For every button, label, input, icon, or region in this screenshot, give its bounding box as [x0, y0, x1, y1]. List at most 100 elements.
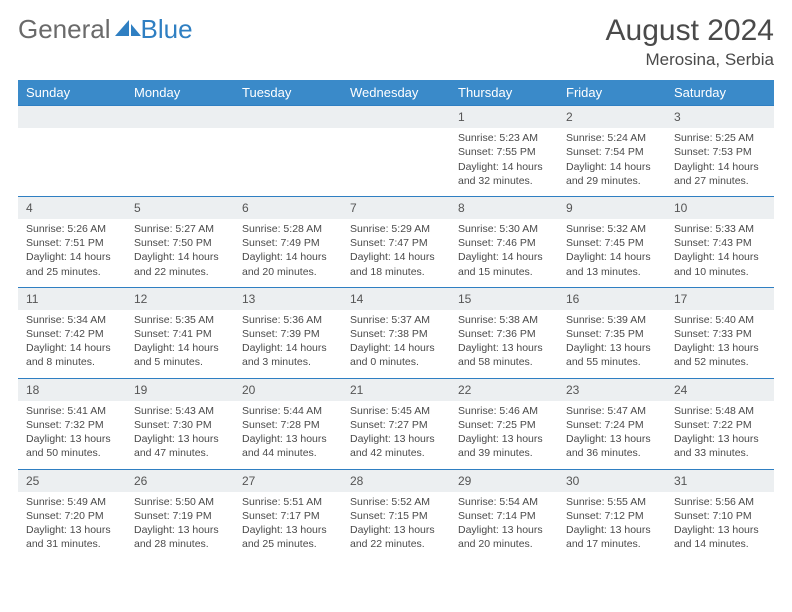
day-number	[18, 105, 126, 128]
day-number: 16	[558, 287, 666, 310]
day-body	[234, 128, 342, 176]
day-body: Sunrise: 5:33 AMSunset: 7:43 PMDaylight:…	[666, 219, 774, 287]
day-number: 1	[450, 105, 558, 128]
calendar-cell: 2Sunrise: 5:24 AMSunset: 7:54 PMDaylight…	[558, 105, 666, 196]
calendar-cell: 8Sunrise: 5:30 AMSunset: 7:46 PMDaylight…	[450, 196, 558, 287]
day-number: 22	[450, 378, 558, 401]
sunset-line: Sunset: 7:49 PM	[242, 236, 334, 250]
sunset-line: Sunset: 7:41 PM	[134, 327, 226, 341]
daylight-line: Daylight: 14 hours and 15 minutes.	[458, 250, 550, 278]
day-number: 12	[126, 287, 234, 310]
day-body: Sunrise: 5:55 AMSunset: 7:12 PMDaylight:…	[558, 492, 666, 560]
day-body: Sunrise: 5:49 AMSunset: 7:20 PMDaylight:…	[18, 492, 126, 560]
daylight-line: Daylight: 14 hours and 18 minutes.	[350, 250, 442, 278]
sunrise-line: Sunrise: 5:26 AM	[26, 222, 118, 236]
calendar-week-row: 18Sunrise: 5:41 AMSunset: 7:32 PMDayligh…	[18, 378, 774, 469]
sunrise-line: Sunrise: 5:48 AM	[674, 404, 766, 418]
sunrise-line: Sunrise: 5:28 AM	[242, 222, 334, 236]
daylight-line: Daylight: 14 hours and 27 minutes.	[674, 160, 766, 188]
daylight-line: Daylight: 13 hours and 58 minutes.	[458, 341, 550, 369]
sunrise-line: Sunrise: 5:43 AM	[134, 404, 226, 418]
day-number: 30	[558, 469, 666, 492]
daylight-line: Daylight: 13 hours and 50 minutes.	[26, 432, 118, 460]
sunrise-line: Sunrise: 5:38 AM	[458, 313, 550, 327]
calendar-cell: 6Sunrise: 5:28 AMSunset: 7:49 PMDaylight…	[234, 196, 342, 287]
day-body: Sunrise: 5:32 AMSunset: 7:45 PMDaylight:…	[558, 219, 666, 287]
daylight-line: Daylight: 13 hours and 52 minutes.	[674, 341, 766, 369]
daylight-line: Daylight: 14 hours and 0 minutes.	[350, 341, 442, 369]
sunset-line: Sunset: 7:54 PM	[566, 145, 658, 159]
calendar-cell: 29Sunrise: 5:54 AMSunset: 7:14 PMDayligh…	[450, 469, 558, 560]
day-number: 11	[18, 287, 126, 310]
daylight-line: Daylight: 13 hours and 36 minutes.	[566, 432, 658, 460]
day-body: Sunrise: 5:36 AMSunset: 7:39 PMDaylight:…	[234, 310, 342, 378]
day-body: Sunrise: 5:34 AMSunset: 7:42 PMDaylight:…	[18, 310, 126, 378]
sunset-line: Sunset: 7:25 PM	[458, 418, 550, 432]
calendar-cell	[126, 105, 234, 196]
day-body: Sunrise: 5:52 AMSunset: 7:15 PMDaylight:…	[342, 492, 450, 560]
calendar-cell: 22Sunrise: 5:46 AMSunset: 7:25 PMDayligh…	[450, 378, 558, 469]
sunset-line: Sunset: 7:10 PM	[674, 509, 766, 523]
day-number: 7	[342, 196, 450, 219]
day-body: Sunrise: 5:28 AMSunset: 7:49 PMDaylight:…	[234, 219, 342, 287]
sunset-line: Sunset: 7:28 PM	[242, 418, 334, 432]
col-tuesday: Tuesday	[234, 80, 342, 105]
title-block: August 2024 Merosina, Serbia	[606, 14, 774, 70]
sunrise-line: Sunrise: 5:30 AM	[458, 222, 550, 236]
day-header-row: Sunday Monday Tuesday Wednesday Thursday…	[18, 80, 774, 105]
day-body: Sunrise: 5:44 AMSunset: 7:28 PMDaylight:…	[234, 401, 342, 469]
day-number: 31	[666, 469, 774, 492]
sunrise-line: Sunrise: 5:37 AM	[350, 313, 442, 327]
sunrise-line: Sunrise: 5:41 AM	[26, 404, 118, 418]
daylight-line: Daylight: 13 hours and 25 minutes.	[242, 523, 334, 551]
calendar-cell: 5Sunrise: 5:27 AMSunset: 7:50 PMDaylight…	[126, 196, 234, 287]
day-number: 21	[342, 378, 450, 401]
col-thursday: Thursday	[450, 80, 558, 105]
daylight-line: Daylight: 14 hours and 20 minutes.	[242, 250, 334, 278]
daylight-line: Daylight: 13 hours and 20 minutes.	[458, 523, 550, 551]
calendar-cell: 1Sunrise: 5:23 AMSunset: 7:55 PMDaylight…	[450, 105, 558, 196]
calendar-cell: 12Sunrise: 5:35 AMSunset: 7:41 PMDayligh…	[126, 287, 234, 378]
day-body: Sunrise: 5:30 AMSunset: 7:46 PMDaylight:…	[450, 219, 558, 287]
calendar-cell: 30Sunrise: 5:55 AMSunset: 7:12 PMDayligh…	[558, 469, 666, 560]
day-body: Sunrise: 5:47 AMSunset: 7:24 PMDaylight:…	[558, 401, 666, 469]
daylight-line: Daylight: 13 hours and 55 minutes.	[566, 341, 658, 369]
calendar-cell: 27Sunrise: 5:51 AMSunset: 7:17 PMDayligh…	[234, 469, 342, 560]
daylight-line: Daylight: 13 hours and 31 minutes.	[26, 523, 118, 551]
calendar-cell: 9Sunrise: 5:32 AMSunset: 7:45 PMDaylight…	[558, 196, 666, 287]
sunrise-line: Sunrise: 5:27 AM	[134, 222, 226, 236]
calendar-week-row: 4Sunrise: 5:26 AMSunset: 7:51 PMDaylight…	[18, 196, 774, 287]
sunset-line: Sunset: 7:24 PM	[566, 418, 658, 432]
calendar-cell: 28Sunrise: 5:52 AMSunset: 7:15 PMDayligh…	[342, 469, 450, 560]
calendar-cell: 31Sunrise: 5:56 AMSunset: 7:10 PMDayligh…	[666, 469, 774, 560]
day-number: 26	[126, 469, 234, 492]
daylight-line: Daylight: 13 hours and 42 minutes.	[350, 432, 442, 460]
brand-word-2: Blue	[141, 14, 193, 45]
sunrise-line: Sunrise: 5:52 AM	[350, 495, 442, 509]
sunset-line: Sunset: 7:33 PM	[674, 327, 766, 341]
daylight-line: Daylight: 13 hours and 17 minutes.	[566, 523, 658, 551]
day-number: 29	[450, 469, 558, 492]
col-friday: Friday	[558, 80, 666, 105]
brand-logo: General Blue	[18, 14, 193, 45]
day-body: Sunrise: 5:54 AMSunset: 7:14 PMDaylight:…	[450, 492, 558, 560]
calendar-cell: 10Sunrise: 5:33 AMSunset: 7:43 PMDayligh…	[666, 196, 774, 287]
day-body	[18, 128, 126, 176]
day-body: Sunrise: 5:37 AMSunset: 7:38 PMDaylight:…	[342, 310, 450, 378]
daylight-line: Daylight: 14 hours and 10 minutes.	[674, 250, 766, 278]
brand-word-1: General	[18, 14, 111, 45]
day-number: 15	[450, 287, 558, 310]
sunrise-line: Sunrise: 5:46 AM	[458, 404, 550, 418]
month-title: August 2024	[606, 14, 774, 48]
col-sunday: Sunday	[18, 80, 126, 105]
sunrise-line: Sunrise: 5:45 AM	[350, 404, 442, 418]
day-number: 9	[558, 196, 666, 219]
day-body: Sunrise: 5:27 AMSunset: 7:50 PMDaylight:…	[126, 219, 234, 287]
day-body: Sunrise: 5:26 AMSunset: 7:51 PMDaylight:…	[18, 219, 126, 287]
day-number: 27	[234, 469, 342, 492]
day-body: Sunrise: 5:45 AMSunset: 7:27 PMDaylight:…	[342, 401, 450, 469]
sunrise-line: Sunrise: 5:36 AM	[242, 313, 334, 327]
daylight-line: Daylight: 13 hours and 33 minutes.	[674, 432, 766, 460]
day-body: Sunrise: 5:48 AMSunset: 7:22 PMDaylight:…	[666, 401, 774, 469]
sunrise-line: Sunrise: 5:50 AM	[134, 495, 226, 509]
